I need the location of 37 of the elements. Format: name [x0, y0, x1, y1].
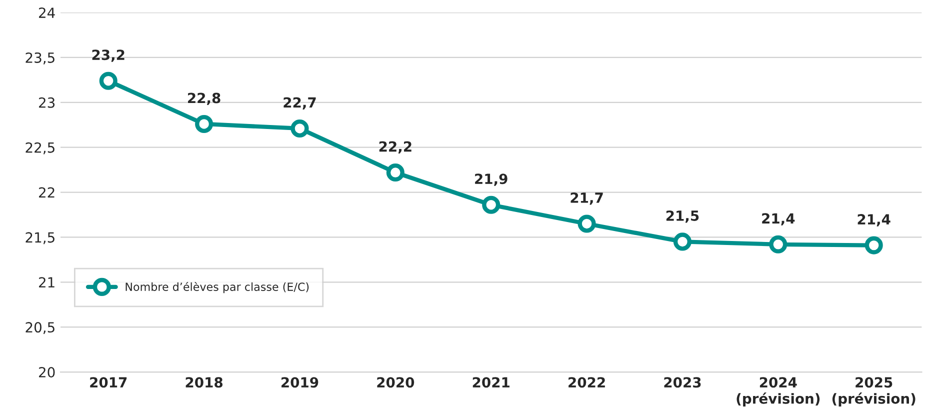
y-tick-label: 22,5	[26, 142, 54, 154]
point	[386, 163, 404, 182]
x-tick-label: 2024 (prévision)	[736, 377, 820, 407]
x-tick-label: 2025 (prévision)	[832, 377, 916, 407]
point	[673, 232, 692, 251]
point	[290, 119, 309, 138]
x-tick-label: 2017	[90, 377, 127, 388]
data-label: 22,2	[379, 141, 412, 154]
y-tick-label: 22	[39, 187, 54, 198]
y-tick-label: 24	[39, 8, 55, 18]
point	[195, 114, 214, 134]
data-label: 21,9	[475, 174, 508, 186]
data-label: 21,5	[666, 210, 699, 223]
y-tick-label: 23	[39, 97, 55, 108]
x-tick-label: 2020	[377, 377, 414, 388]
data-label: 23,2	[92, 50, 124, 62]
y-tick-label: 21,5	[26, 232, 54, 244]
data-label: 22,8	[188, 92, 220, 106]
data-label: 21,7	[570, 192, 603, 205]
legend-label: Nombre d’élèves par classe (E/C)	[126, 282, 309, 294]
x-tick-label: 2018	[186, 377, 223, 388]
x-tick-label: 2022	[568, 377, 605, 388]
data-label: 21,4	[762, 213, 795, 226]
point	[578, 214, 596, 233]
point	[99, 72, 118, 90]
y-tick-label: 20	[39, 366, 55, 378]
point	[769, 235, 788, 254]
x-tick-label: 2021	[472, 377, 510, 388]
point	[864, 236, 883, 254]
y-tick-label: 20,5	[26, 322, 54, 334]
x-tick-label: 2023	[664, 377, 701, 388]
y-tick-label: 23,5	[26, 52, 54, 64]
data-label: 22,7	[284, 97, 316, 110]
x-tick-label: 2019	[282, 377, 318, 388]
data-label: 21,4	[858, 214, 890, 226]
point	[482, 196, 500, 214]
y-tick-label: 21	[39, 277, 54, 288]
